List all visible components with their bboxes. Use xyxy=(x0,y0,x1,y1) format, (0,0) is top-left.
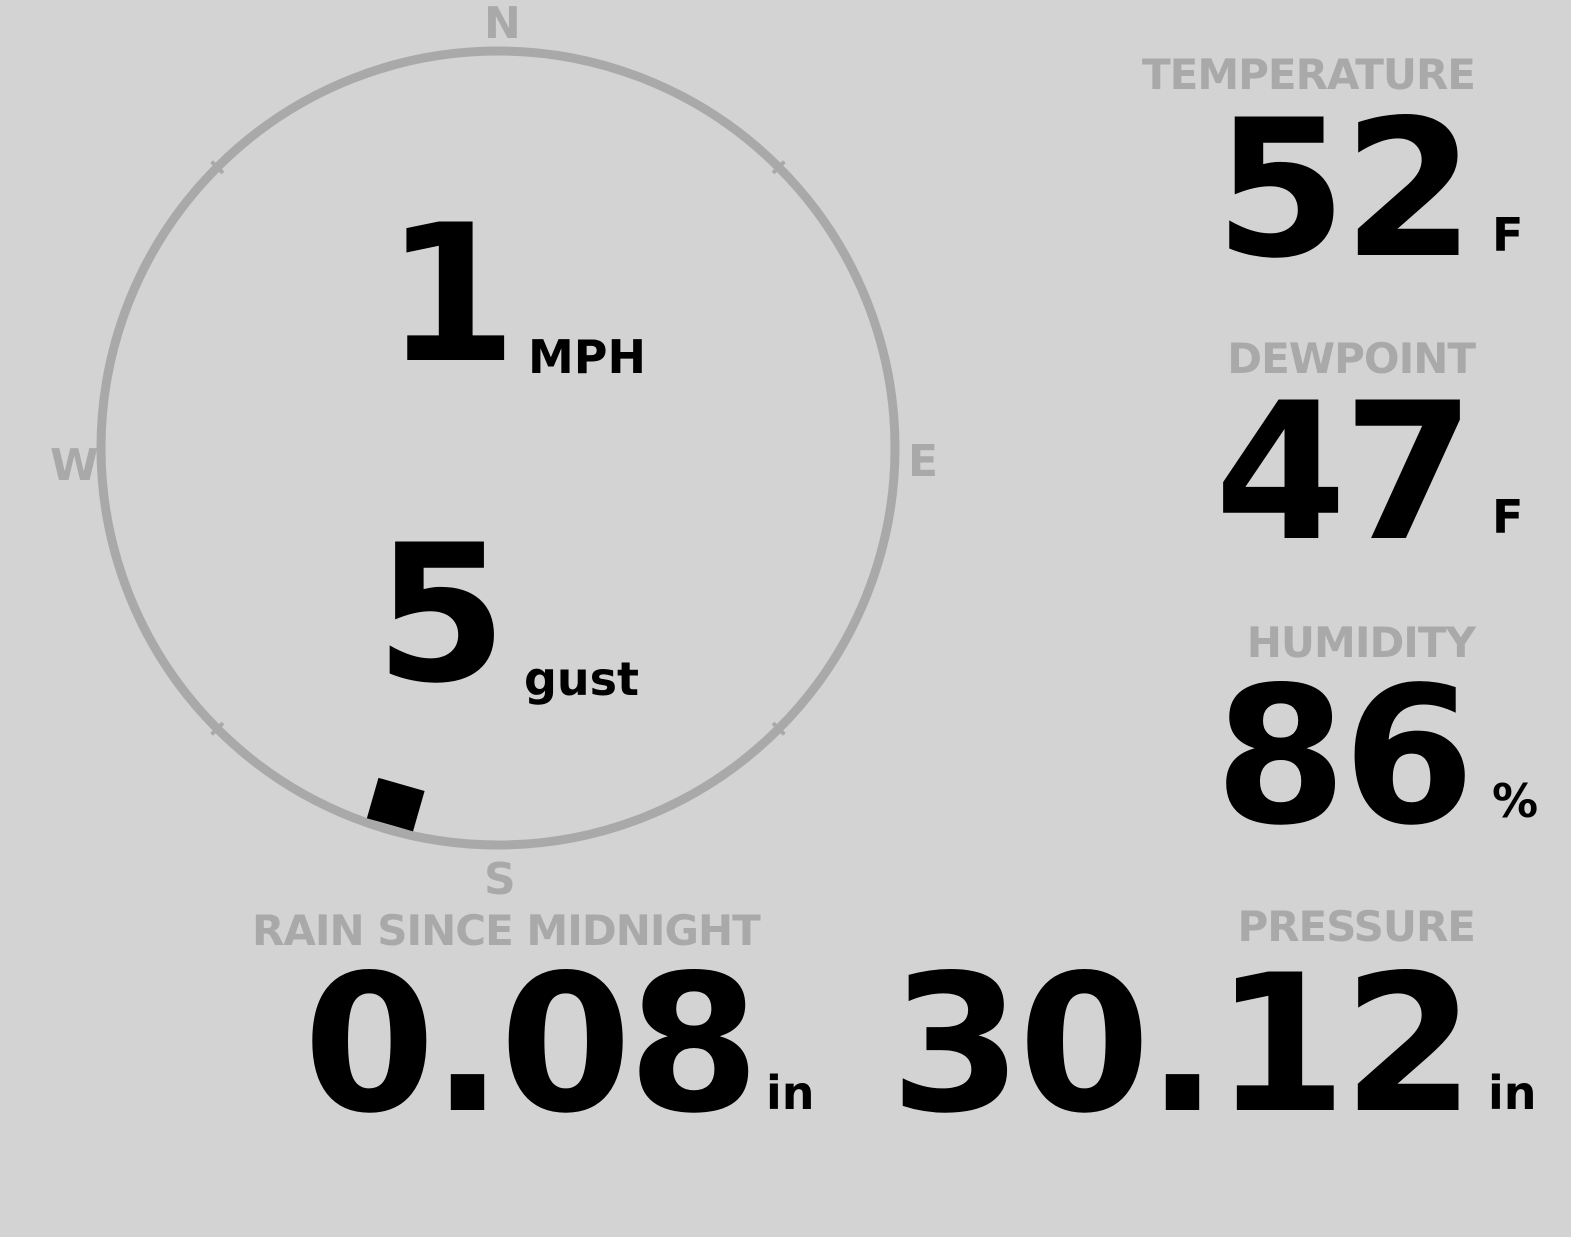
temperature-value: 52 xyxy=(1214,79,1475,300)
wind-gust-unit: gust xyxy=(524,652,640,706)
wind-compass xyxy=(96,46,900,850)
compass-tick xyxy=(210,160,225,175)
compass-tick xyxy=(771,721,786,736)
humidity-value: 86 xyxy=(1214,646,1475,867)
dewpoint-label: DEWPOINT xyxy=(1227,334,1476,383)
wind-direction-marker xyxy=(366,777,425,832)
cardinal-n: N xyxy=(484,0,521,49)
compass-tick xyxy=(210,721,225,736)
compass-ring xyxy=(96,46,900,850)
cardinal-e: E xyxy=(908,436,939,487)
compass-ticks xyxy=(210,160,786,736)
pressure-unit: in xyxy=(1488,1066,1537,1120)
pressure-label: PRESSURE xyxy=(1237,902,1476,951)
dewpoint-unit: F xyxy=(1492,490,1524,544)
rain-value: 0.08 xyxy=(303,934,760,1155)
rain-label: RAIN SINCE MIDNIGHT xyxy=(252,906,761,955)
humidity-unit: % xyxy=(1492,774,1539,828)
humidity-label: HUMIDITY xyxy=(1246,618,1476,667)
pressure-value: 30.12 xyxy=(890,934,1475,1155)
dewpoint-value: 47 xyxy=(1214,362,1475,583)
wind-gust-value: 5 xyxy=(375,504,507,725)
wind-speed-unit: MPH xyxy=(528,330,646,384)
cardinal-w: W xyxy=(50,440,99,491)
rain-unit: in xyxy=(766,1066,815,1120)
compass-tick xyxy=(771,160,786,175)
temperature-unit: F xyxy=(1492,208,1524,262)
cardinal-s: S xyxy=(484,854,516,905)
wind-speed-value: 1 xyxy=(385,184,517,405)
temperature-label: TEMPERATURE xyxy=(1142,50,1476,99)
